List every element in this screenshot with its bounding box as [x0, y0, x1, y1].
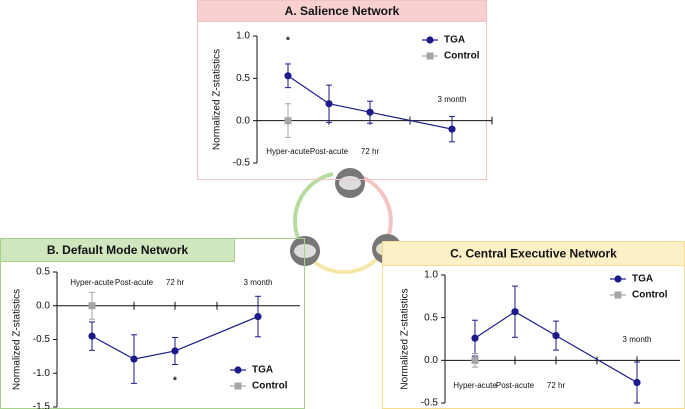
legend-label: TGA — [444, 35, 465, 46]
series-line — [287, 75, 453, 130]
data-point — [511, 308, 519, 316]
data-point — [284, 117, 292, 125]
data-point — [130, 355, 138, 363]
series-line — [474, 310, 638, 384]
y-axis-label: Normalized Z-statistics — [212, 49, 223, 150]
series-line — [91, 315, 259, 360]
data-point — [325, 100, 333, 108]
annotation: * — [173, 376, 177, 387]
y-tick-label: 0.0 — [36, 300, 50, 311]
y-tick-label: 0.5 — [236, 73, 250, 84]
x-category-label: Hyper-acute — [453, 381, 497, 390]
y-tick-label: -1.0 — [33, 368, 51, 379]
arc-green — [293, 172, 334, 248]
panel-title: A. Salience Network — [285, 4, 400, 18]
legend-label: TGA — [252, 365, 273, 376]
data-point — [448, 125, 456, 133]
panel: A. Salience Network 1.0 0.5 0.0 -0.5 Normaliz… — [197, 0, 493, 180]
panel: C. Central Executive Network 1.0 0.5 0.0 -0.… — [382, 241, 685, 409]
panel: B. Default Mode Network 0.5 0.0 -0.5 -1.0 -1.… — [0, 238, 305, 409]
y-tick-label: -0.5 — [233, 158, 251, 169]
y-tick-label: 1.0 — [424, 270, 438, 281]
data-point — [284, 72, 292, 80]
x-category-label: 72 hr — [166, 278, 185, 287]
data-point — [471, 356, 479, 364]
x-category-label: 3 month — [244, 278, 273, 287]
data-point — [88, 302, 96, 310]
legend-label: TGA — [632, 274, 653, 285]
y-tick-label: -0.5 — [421, 398, 439, 409]
x-category-label: Hyper-acute — [70, 278, 114, 287]
data-point — [633, 378, 641, 387]
x-category-label: Post-acute — [310, 147, 349, 156]
y-tick-label: 0.5 — [36, 267, 50, 278]
y-tick-label: -0.5 — [33, 334, 51, 345]
y-tick-label: 0.0 — [236, 115, 250, 126]
data-point — [254, 312, 262, 321]
legend-label: Control — [632, 290, 668, 301]
legend-marker — [234, 382, 242, 390]
annotation: * — [286, 36, 290, 47]
legend-marker — [234, 366, 242, 374]
data-point — [552, 331, 560, 340]
legend-label: Control — [444, 51, 480, 62]
x-category-label: Post-acute — [496, 381, 535, 390]
y-axis-label: Normalized Z-statistics — [12, 289, 23, 390]
y-tick-label: 1.0 — [236, 31, 250, 42]
x-category-label: Hyper-acute — [266, 147, 310, 156]
arc-yellow — [308, 256, 380, 275]
panel-title: C. Central Executive Network — [450, 247, 617, 261]
legend-label: Control — [252, 381, 288, 392]
data-point — [366, 108, 374, 116]
legend-marker — [426, 52, 434, 60]
panel-header — [0, 238, 235, 262]
x-category-label: 3 month — [438, 95, 467, 104]
data-point — [171, 347, 179, 355]
panel-header — [197, 0, 487, 22]
x-category-label: 3 month — [623, 335, 652, 344]
legend-marker — [614, 275, 622, 283]
data-point — [471, 334, 479, 342]
legend-marker — [426, 36, 434, 44]
panel-title: B. Default Mode Network — [47, 243, 189, 257]
data-point — [88, 332, 96, 340]
y-tick-label: -1.5 — [33, 402, 51, 409]
x-category-label: Post-acute — [115, 278, 154, 287]
y-tick-label: 0.5 — [424, 312, 438, 323]
panel-header — [382, 241, 685, 266]
y-axis-label: Normalized Z-statistics — [400, 288, 411, 389]
x-category-label: 72 hr — [547, 381, 566, 390]
legend-marker — [614, 291, 622, 299]
y-tick-label: 0.0 — [424, 355, 438, 366]
x-category-label: 72 hr — [361, 147, 380, 156]
brain-icon — [339, 176, 361, 190]
